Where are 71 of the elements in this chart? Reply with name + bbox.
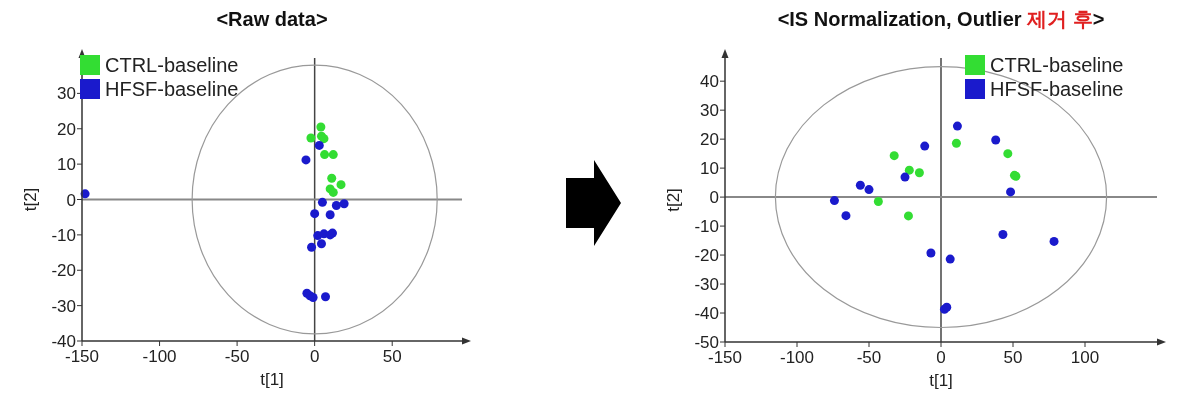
legend-label: CTRL-baseline (990, 54, 1124, 76)
y-axis-title: t[2] (664, 188, 683, 212)
point (900, 172, 910, 182)
point (903, 211, 913, 221)
point (926, 248, 936, 258)
point (914, 168, 924, 178)
point (1049, 236, 1059, 246)
point (320, 150, 330, 160)
legend-label: CTRL-baseline (105, 54, 239, 76)
point (306, 133, 316, 143)
point (339, 199, 349, 209)
x-axis-title: t[1] (929, 371, 953, 390)
x-axis-title: t[1] (260, 370, 284, 389)
x-tick-label: -100 (779, 348, 815, 367)
point (1003, 149, 1013, 159)
y-tick-label: 0 (66, 190, 76, 210)
x-tick-label: 100 (1070, 348, 1100, 367)
y-tick-label: -20 (51, 261, 76, 281)
legend-label: HFSF-baseline (105, 78, 239, 100)
point (321, 292, 331, 302)
y-tick-label: 30 (700, 101, 719, 121)
point (945, 254, 955, 264)
point (327, 173, 337, 183)
chart-title: <Raw data> (216, 8, 328, 30)
point (952, 121, 962, 131)
x-tick-label: -100 (142, 347, 177, 366)
x-tick-label: 50 (1003, 348, 1023, 367)
x-tick-label: 50 (382, 347, 402, 366)
point (314, 140, 324, 150)
y-tick-label: -20 (694, 246, 719, 266)
y-tick-label: -30 (51, 296, 76, 316)
point (316, 122, 326, 132)
y-tick-label: 10 (57, 155, 76, 175)
point (301, 155, 311, 165)
point (951, 138, 961, 148)
point (317, 197, 327, 207)
point (1006, 187, 1016, 197)
point (991, 135, 1001, 145)
y-tick-label: 30 (57, 84, 76, 104)
y-tick-label: -40 (694, 304, 719, 324)
y-tick-label: -10 (694, 217, 719, 237)
point (873, 196, 883, 206)
point (998, 229, 1008, 239)
point (336, 180, 346, 190)
point (889, 151, 899, 161)
y-tick-label: 20 (57, 119, 76, 139)
y-tick-label: 0 (709, 188, 719, 208)
point (829, 196, 839, 206)
legend-label: HFSF-baseline (990, 78, 1124, 100)
y-tick-label: 20 (700, 130, 719, 150)
point (316, 239, 326, 249)
point (310, 209, 320, 219)
point (920, 141, 930, 151)
y-axis-title: t[2] (21, 187, 40, 212)
chart-title: <IS Normalization, Outlier 제거 후> (777, 8, 1105, 30)
point (841, 211, 851, 221)
y-tick-label: 10 (700, 159, 719, 179)
point (331, 201, 341, 211)
point (307, 242, 317, 252)
point (328, 150, 338, 160)
x-tick-label: 0 (309, 347, 320, 366)
point (904, 165, 914, 175)
point (855, 180, 865, 190)
point (325, 210, 335, 220)
point (864, 185, 874, 195)
y-tick-label: -10 (51, 225, 76, 245)
x-tick-label: 0 (936, 348, 946, 367)
x-tick-label: -50 (856, 348, 882, 367)
x-tick-label: -50 (224, 347, 250, 366)
y-tick-label: -30 (694, 275, 719, 295)
y-tick-label: 40 (700, 72, 719, 92)
